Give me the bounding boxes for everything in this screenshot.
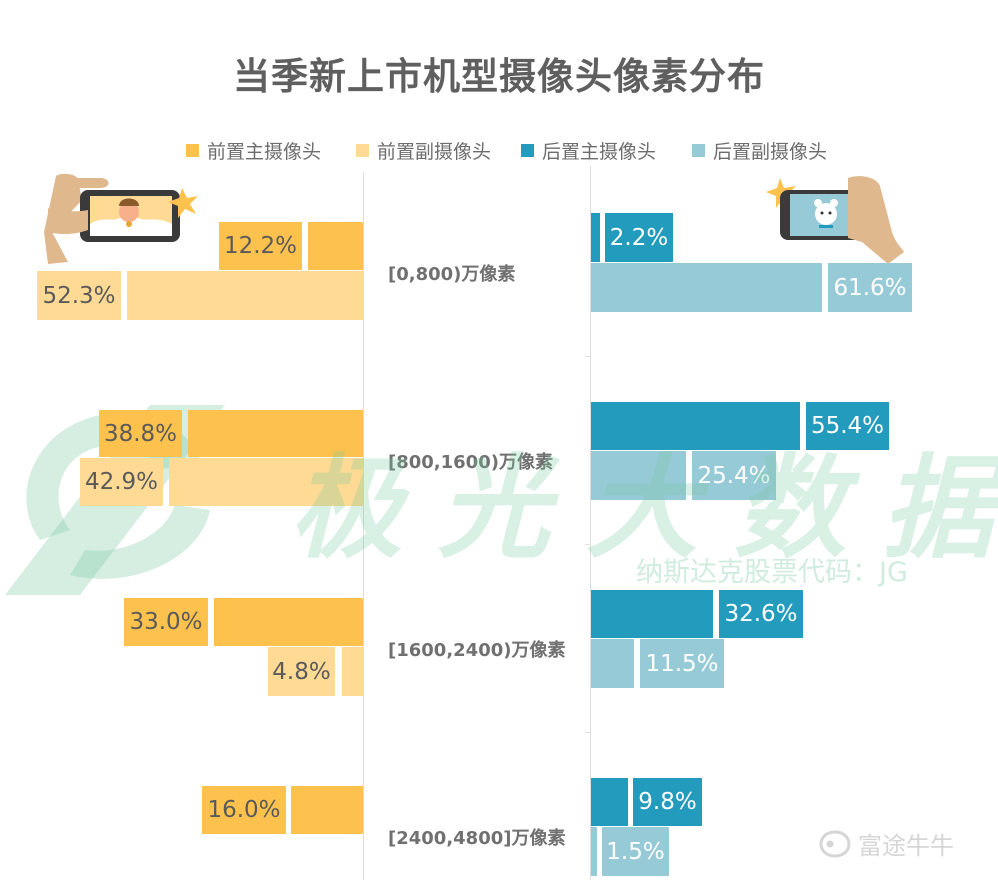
futu-logo-icon bbox=[819, 829, 851, 858]
bar-rear-main-row3 bbox=[591, 590, 713, 638]
value-label: 25.4% bbox=[692, 451, 776, 500]
legend-swatch-icon bbox=[186, 143, 199, 157]
bar-rear-sub-row3 bbox=[591, 639, 634, 688]
legend-swatch-icon bbox=[521, 143, 534, 157]
bar-front-main-row4 bbox=[291, 786, 363, 834]
axis-tick bbox=[585, 356, 591, 357]
value-label: 1.5% bbox=[602, 827, 669, 876]
bar-rear-sub-row1 bbox=[591, 263, 822, 312]
right-axis bbox=[590, 166, 591, 880]
hand-phone-dog-icon bbox=[766, 176, 904, 264]
axis-tick bbox=[585, 544, 591, 545]
value-label: 42.9% bbox=[80, 458, 163, 506]
value-label: 38.8% bbox=[99, 410, 182, 457]
bar-front-main-row2 bbox=[188, 410, 363, 457]
bar-rear-main-row2 bbox=[591, 402, 800, 450]
axis-tick bbox=[585, 732, 591, 733]
value-label: 55.4% bbox=[806, 402, 889, 450]
legend-label: 后置副摄像头 bbox=[713, 140, 828, 163]
bar-rear-main-row1 bbox=[591, 213, 600, 262]
legend-item-rear-sub: 后置副摄像头 bbox=[692, 136, 827, 164]
value-label: 61.6% bbox=[828, 263, 912, 312]
category-label: [1600,2400)万像素 bbox=[388, 640, 566, 661]
footer-brand-label: 富途牛牛 bbox=[858, 832, 954, 860]
legend-item-front-sub: 前置副摄像头 bbox=[356, 136, 491, 164]
watermark-subtext: 纳斯达克股票代码：JG bbox=[636, 557, 908, 588]
bar-rear-main-row4 bbox=[591, 778, 628, 826]
legend-swatch-icon bbox=[692, 143, 705, 157]
legend-item-front-main: 前置主摄像头 bbox=[186, 136, 321, 164]
chart-title: 当季新上市机型摄像头像素分布 bbox=[233, 55, 765, 98]
value-label: 12.2% bbox=[219, 222, 302, 270]
hand-phone-selfie-boy-icon bbox=[44, 173, 198, 264]
value-label: 9.8% bbox=[633, 778, 702, 826]
bar-front-sub-row3 bbox=[342, 647, 363, 696]
legend-label: 后置主摄像头 bbox=[542, 140, 657, 163]
value-label: 52.3% bbox=[37, 271, 121, 320]
value-label: 2.2% bbox=[605, 213, 673, 262]
bar-rear-sub-row4 bbox=[591, 827, 597, 876]
legend-label: 前置主摄像头 bbox=[207, 140, 322, 163]
bar-front-sub-row2 bbox=[169, 458, 363, 506]
legend: 前置主摄像头 前置副摄像头 后置主摄像头 后置副摄像头 bbox=[0, 136, 998, 164]
value-label: 32.6% bbox=[719, 590, 803, 638]
bar-front-sub-row1 bbox=[127, 271, 363, 320]
footer-brand: 富途牛牛 bbox=[818, 826, 954, 861]
value-label: 4.8% bbox=[268, 647, 335, 696]
bar-rear-sub-row2 bbox=[591, 451, 686, 500]
left-axis bbox=[363, 172, 364, 880]
value-label: 11.5% bbox=[640, 639, 724, 688]
bar-front-main-row1 bbox=[308, 222, 363, 270]
legend-item-rear-main: 后置主摄像头 bbox=[521, 136, 656, 164]
value-label: 33.0% bbox=[124, 598, 208, 646]
legend-label: 前置副摄像头 bbox=[377, 140, 492, 163]
category-label: [0,800)万像素 bbox=[388, 264, 516, 285]
bar-front-main-row3 bbox=[214, 598, 363, 646]
value-label: 16.0% bbox=[202, 786, 286, 834]
legend-swatch-icon bbox=[356, 143, 369, 157]
category-label: [2400,4800]万像素 bbox=[388, 828, 566, 849]
category-label: [800,1600)万像素 bbox=[388, 452, 553, 473]
